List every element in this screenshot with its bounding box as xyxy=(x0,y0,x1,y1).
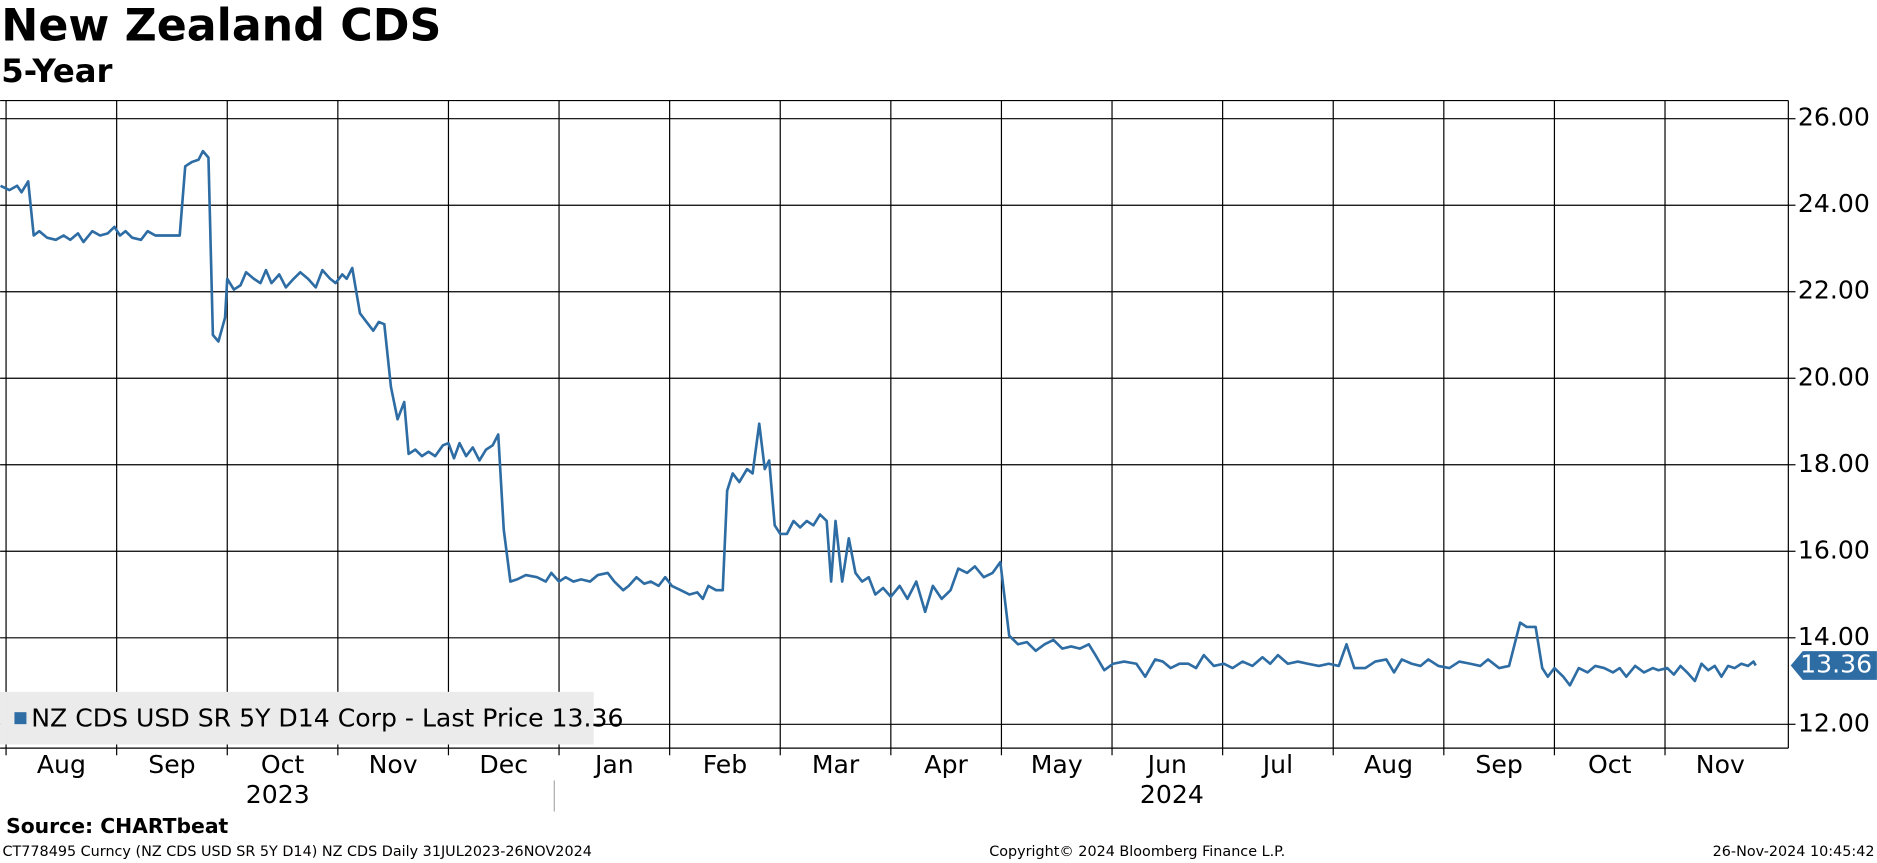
x-tick-label: Dec xyxy=(479,750,528,779)
legend-label: NZ CDS USD SR 5Y D14 Corp - Last Price 1… xyxy=(31,703,623,732)
x-tick-label: Apr xyxy=(924,750,968,779)
year-label: 2024 xyxy=(1140,780,1204,809)
y-tick-label: 26.00 xyxy=(1798,103,1870,132)
x-tick-label: Jan xyxy=(593,750,634,779)
legend-box xyxy=(0,691,594,745)
y-tick-label: 24.00 xyxy=(1798,189,1870,218)
chart-subtitle: 5-Year xyxy=(1,52,112,90)
footer-timestamp: 26-Nov-2024 10:45:42 xyxy=(1713,844,1875,860)
footer-description: CT778495 Curncy (NZ CDS USD SR 5Y D14) N… xyxy=(2,844,591,860)
last-price-label: 13.36 xyxy=(1800,649,1872,678)
x-tick-label: Nov xyxy=(369,750,418,779)
x-tick-label: Jul xyxy=(1261,750,1293,779)
source: Source: CHARTbeat xyxy=(6,814,228,838)
y-tick-label: 14.00 xyxy=(1798,622,1870,651)
x-tick-label: Aug xyxy=(1364,750,1413,779)
x-tick-label: Aug xyxy=(37,750,86,779)
legend-swatch xyxy=(14,712,27,725)
chart-title: New Zealand CDS xyxy=(1,1,441,52)
x-tick-label: Nov xyxy=(1696,750,1745,779)
footer-copyright: Copyright© 2024 Bloomberg Finance L.P. xyxy=(989,844,1285,860)
x-tick-label: Jun xyxy=(1146,750,1187,779)
y-tick-label: 22.00 xyxy=(1798,276,1870,305)
x-tick-label: Mar xyxy=(812,750,860,779)
y-tick-label: 16.00 xyxy=(1798,535,1870,564)
year-label: 2023 xyxy=(246,780,310,809)
data-line xyxy=(0,149,1757,687)
y-tick-label: 20.00 xyxy=(1798,362,1870,391)
x-tick-label: Sep xyxy=(1475,750,1522,779)
last-price-tag xyxy=(1790,651,1877,680)
x-tick-label: Sep xyxy=(148,750,195,779)
x-tick-label: May xyxy=(1031,750,1083,779)
y-tick-label: 18.00 xyxy=(1798,449,1870,478)
plot-area: 12.00 14.00 16.00 18.00 20.00 22.00 24.00 26.00… xyxy=(0,99,1870,779)
y-tick-label: 12.00 xyxy=(1798,708,1870,737)
x-tick-label: Feb xyxy=(703,750,747,779)
x-tick-label: Oct xyxy=(261,750,305,779)
x-tick-label: Oct xyxy=(1588,750,1632,779)
